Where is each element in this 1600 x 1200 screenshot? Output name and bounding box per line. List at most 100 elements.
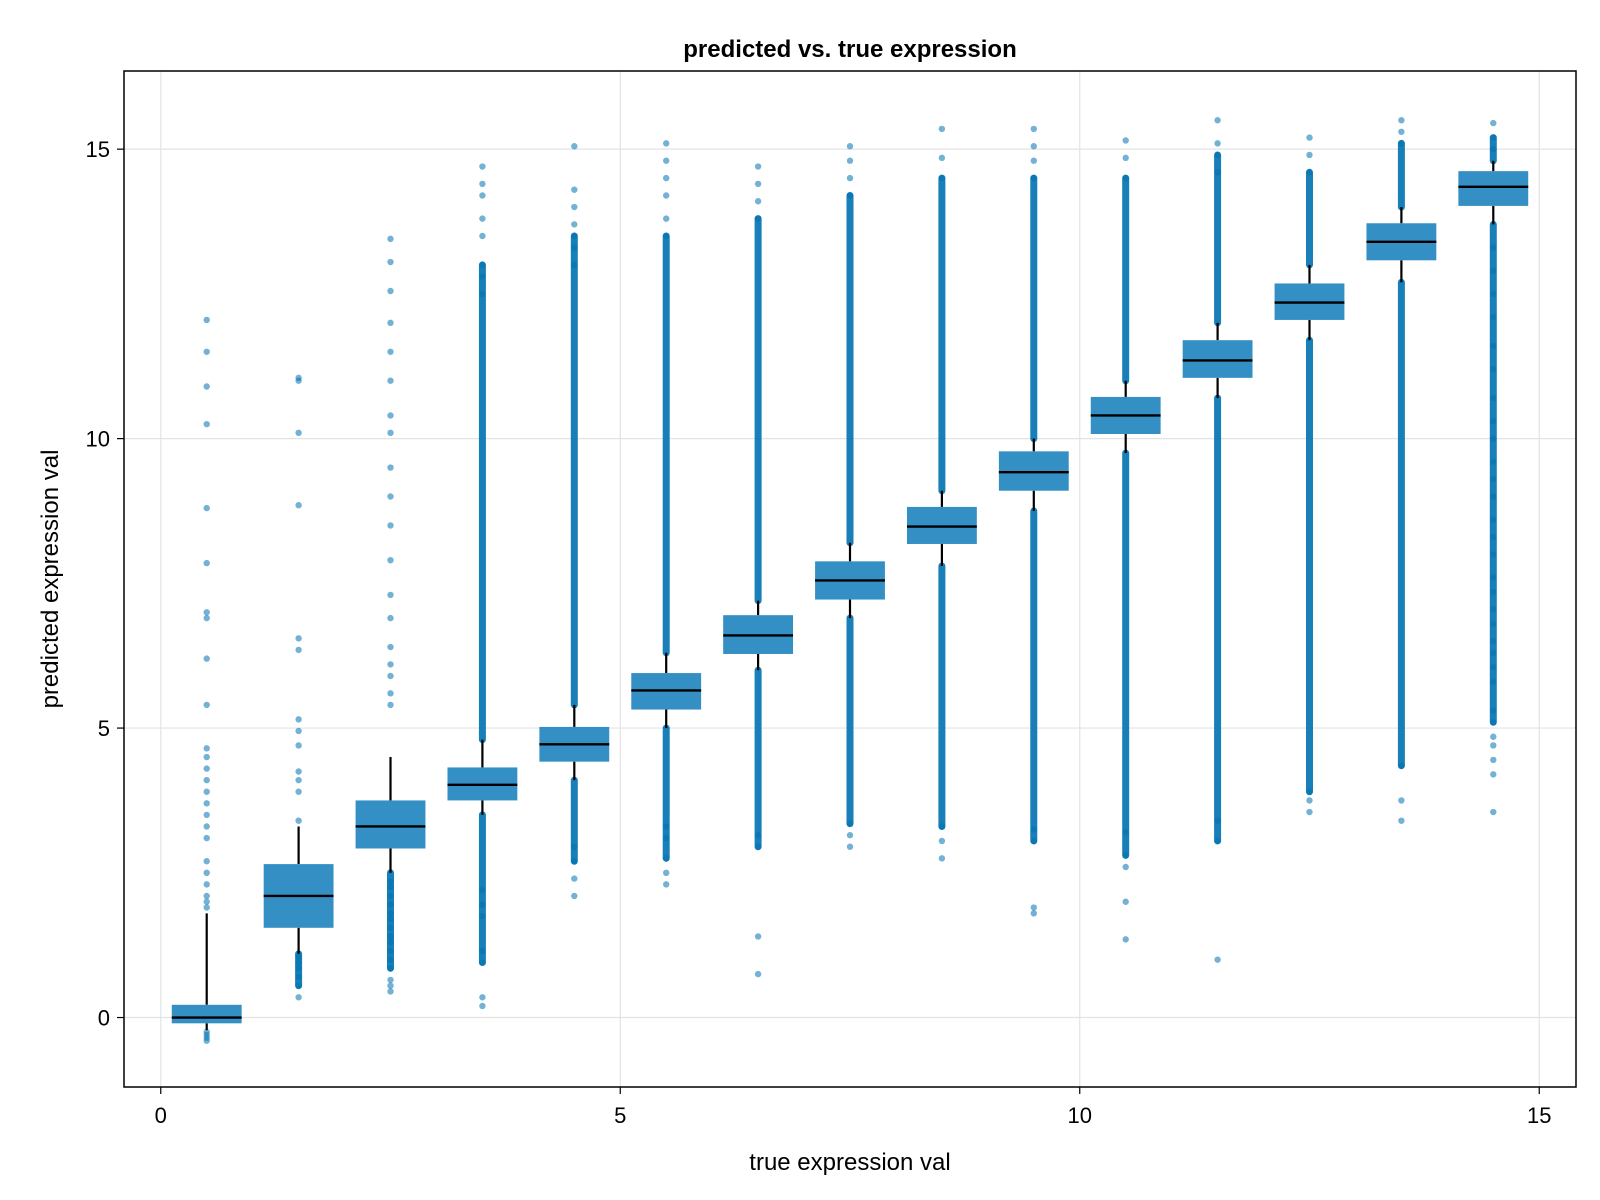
outlier-point [295,994,302,1001]
outlier-point [203,753,210,761]
outlier-point [203,881,210,888]
outlier-point [1490,119,1497,127]
outlier-point [754,198,762,205]
outlier-point [1306,788,1313,795]
outlier-point [387,956,394,963]
outlier-point [663,215,670,222]
x-tick-label: 10 [1068,1103,1092,1128]
outlier-point [1306,797,1313,804]
outlier-point [846,157,854,164]
outlier-point [1214,169,1221,176]
outlier-point [571,858,578,865]
box-iqr [171,1004,242,1024]
outlier-point [295,374,302,382]
outlier-point [387,493,394,500]
outlier-point [387,614,394,622]
box-iqr [1458,171,1529,206]
outlier-point [754,163,762,170]
outlier-point [387,319,394,327]
box-marks [171,117,1529,1044]
outlier-point [1490,267,1497,274]
outlier-point [295,727,302,735]
outlier-point [387,910,394,917]
outlier-point [203,348,210,355]
outlier-point [938,125,946,133]
outlier-point [479,180,486,188]
outlier-point [1490,516,1497,523]
outlier-point [1030,157,1037,164]
outlier-point [203,701,210,709]
outlier-point [1490,435,1497,442]
outlier-point [1490,313,1497,321]
y-tick-label: 15 [86,137,110,162]
outlier-point [754,180,762,188]
outlier-point [387,672,394,680]
outlier-point [663,140,670,147]
outlier-point [479,261,486,269]
outlier-point [387,235,394,243]
outlier-point [938,837,946,845]
y-tick-label: 0 [98,1006,110,1031]
outlier-point [203,383,210,390]
outlier-point [295,501,302,509]
outlier-point [1214,956,1221,963]
outlier-point [1398,117,1405,124]
outlier-point [1490,756,1497,764]
outlier-point [203,776,210,784]
outlier-point [479,192,486,199]
box-iqr [1182,340,1253,378]
outlier-point [663,869,670,877]
outlier-point [663,232,670,240]
outlier-point [1490,493,1497,500]
outlier-point [1490,808,1497,816]
outlier-point [203,609,210,616]
outlier-point [1490,707,1497,714]
outlier-point [846,843,854,850]
outlier-point [295,776,302,784]
outlier-point [387,965,394,972]
outlier-point [203,892,210,900]
outlier-point [1490,551,1497,558]
outlier-point [295,817,302,824]
outlier-point [387,464,394,471]
outlier-point [1122,936,1129,943]
outlier-point [387,522,394,529]
outlier-point [1398,797,1405,804]
outlier-point [1490,733,1497,740]
outlier-point [387,556,394,564]
outlier-point [387,933,394,940]
outlier-point [203,1028,210,1036]
outlier-point [387,412,394,419]
outlier-point [1122,863,1129,871]
outlier-point [387,939,394,946]
outlier-point [479,163,486,170]
outlier-point [571,875,578,882]
outlier-point [1030,910,1037,917]
outlier-point [1490,342,1497,350]
outlier-point [1490,664,1497,671]
outlier-point [1398,140,1405,147]
outlier-point [203,655,210,662]
y-axis-label: predicted expression val [37,450,64,709]
outlier-point [203,898,210,905]
outlier-point [663,157,670,164]
box-iqr [355,800,426,849]
outlier-point [1490,290,1497,298]
outlier-point [1122,137,1129,144]
outlier-point [846,174,854,182]
outlier-point [1030,143,1037,150]
x-axis-label: true expression val [749,1149,950,1176]
outlier-point [571,143,578,150]
outlier-point [1030,174,1037,182]
outlier-point [203,614,210,622]
outlier-point [754,831,762,839]
outlier-point [1214,151,1221,159]
outlier-point [754,215,762,222]
outlier-point [387,988,394,995]
outlier-point [1306,808,1313,816]
outlier-point [938,823,946,830]
outlier-point [295,973,302,981]
outlier-point [1490,418,1497,425]
